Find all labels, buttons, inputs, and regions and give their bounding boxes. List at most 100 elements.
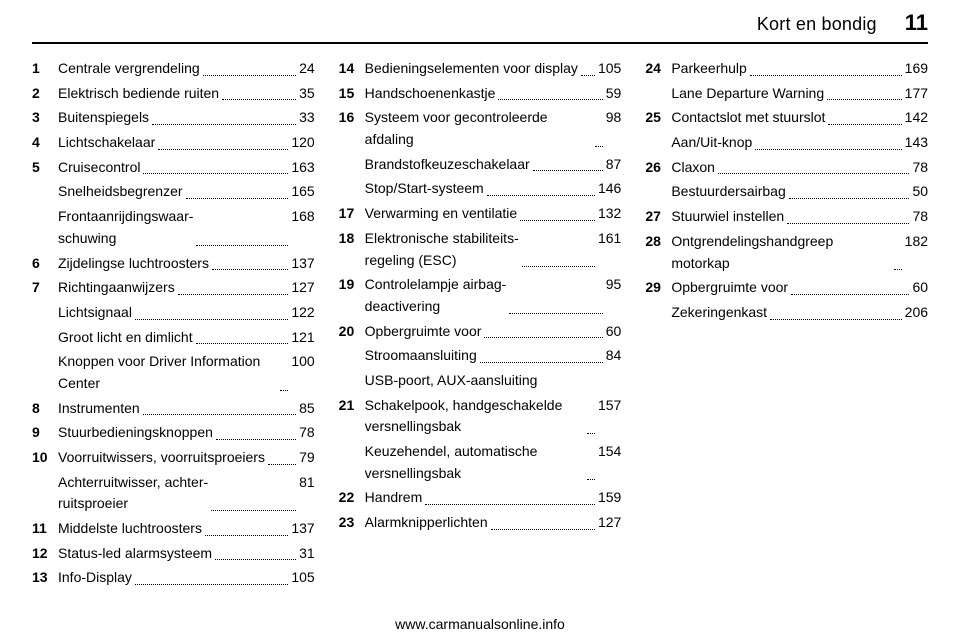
entry-label-wrap: Contactslot met stuurslot142 [671, 107, 928, 129]
entry-number: 19 [339, 274, 365, 296]
leader-dots [215, 549, 296, 560]
entry-page: 33 [299, 107, 315, 129]
entry-page: 142 [905, 107, 928, 129]
index-entry: 21Schakelpook, handgeschakelde versnelli… [339, 395, 622, 438]
page-number: 11 [905, 10, 928, 36]
entry-page: 100 [291, 351, 314, 373]
index-entry: 0Brandstofkeuzeschakelaar87 [339, 154, 622, 176]
entry-label: Knoppen voor Driver Information Center [58, 351, 277, 394]
index-entry: 3Buitenspiegels33 [32, 107, 315, 129]
entry-label-wrap: Stuurwiel instellen78 [671, 206, 928, 228]
entry-page: 95 [606, 274, 622, 296]
index-entry: 29Opbergruimte voor60 [645, 277, 928, 299]
entry-page: 84 [606, 345, 622, 367]
header-rule [32, 42, 928, 44]
index-columns: 1Centrale vergrendeling242Elektrisch bed… [32, 58, 928, 592]
entry-page: 177 [905, 83, 928, 105]
index-entry: 0Groot licht en dimlicht121 [32, 327, 315, 349]
entry-page: 122 [291, 302, 314, 324]
entry-label: Lane Departure Warning [671, 83, 824, 105]
index-entry: 26Claxon78 [645, 157, 928, 179]
entry-label: USB-poort, AUX-aansluiting [365, 370, 538, 392]
entry-label-wrap: Alarmknipperlichten127 [365, 512, 622, 534]
entry-label-wrap: Opbergruimte voor60 [671, 277, 928, 299]
entry-label: Instrumenten [58, 398, 140, 420]
entry-number: 24 [645, 58, 671, 80]
entry-label-wrap: Knoppen voor Driver Information Center 10… [58, 351, 315, 394]
index-entry: 7Richtingaanwijzers127 [32, 277, 315, 299]
entry-label-wrap: Richtingaanwijzers127 [58, 277, 315, 299]
footer-site: www.carmanualsonline.info [395, 616, 565, 632]
leader-dots [750, 65, 902, 76]
index-entry: 0Bestuurdersairbag50 [645, 181, 928, 203]
entry-label-wrap: Status-led alarmsysteem31 [58, 543, 315, 565]
entry-label-wrap: Buitenspiegels 33 [58, 107, 315, 129]
leader-dots [268, 454, 296, 465]
entry-label-wrap: Zekeringenkast206 [671, 302, 928, 324]
leader-dots [587, 469, 595, 480]
index-entry: 0USB-poort, AUX-aansluiting [339, 370, 622, 392]
entry-number: 4 [32, 132, 58, 154]
index-entry: 16Systeem voor gecontroleerde afdaling98 [339, 107, 622, 150]
entry-number: 2 [32, 83, 58, 105]
leader-dots [718, 163, 910, 174]
entry-label: Systeem voor gecontroleerde afdaling [365, 107, 592, 150]
entry-label: Bedieningselementen voor display [365, 58, 578, 80]
entry-page: 163 [291, 157, 314, 179]
entry-number: 21 [339, 395, 365, 417]
entry-label: Stroomaansluiting [365, 345, 477, 367]
leader-dots [203, 65, 296, 76]
leader-dots [787, 213, 909, 224]
entry-label-wrap: Verwarming en ventilatie132 [365, 203, 622, 225]
entry-label: Stuurbedieningsknoppen [58, 422, 213, 444]
entry-label-wrap: Keuzehendel, automatische versnellingsba… [365, 441, 622, 484]
entry-page: 24 [299, 58, 315, 80]
entry-number: 20 [339, 321, 365, 343]
entry-number: 16 [339, 107, 365, 129]
chapter-title: Kort en bondig [757, 14, 877, 35]
index-entry: 2Elektrisch bediende ruiten35 [32, 83, 315, 105]
leader-dots [216, 429, 296, 440]
entry-label: Cruisecontrol [58, 157, 140, 179]
leader-dots [770, 308, 902, 319]
index-column: 1Centrale vergrendeling242Elektrisch bed… [32, 58, 315, 592]
entry-page: 31 [299, 543, 315, 565]
index-entry: 23Alarmknipperlichten127 [339, 512, 622, 534]
leader-dots [520, 210, 595, 221]
entry-label-wrap: Achterruitwisser, achter-ruitsproeier81 [58, 472, 315, 515]
index-entry: 0Stroomaansluiting84 [339, 345, 622, 367]
entry-label-wrap: Lichtschakelaar120 [58, 132, 315, 154]
entry-page: 121 [291, 327, 314, 349]
entry-number: 15 [339, 83, 365, 105]
entry-page: 60 [912, 277, 928, 299]
entry-label-wrap: Bestuurdersairbag50 [671, 181, 928, 203]
entry-label: Claxon [671, 157, 715, 179]
entry-page: 50 [912, 181, 928, 203]
leader-dots [152, 114, 296, 125]
leader-dots [533, 160, 603, 171]
entry-number: 9 [32, 422, 58, 444]
index-entry: 20Opbergruimte voor60 [339, 321, 622, 343]
leader-dots [158, 139, 288, 150]
entry-label: Buitenspiegels [58, 107, 149, 129]
leader-dots [894, 259, 902, 270]
index-entry: 15Handschoenenkastje59 [339, 83, 622, 105]
entry-page: 206 [905, 302, 928, 324]
entry-label: Stuurwiel instellen [671, 206, 784, 228]
entry-page: 161 [598, 228, 621, 250]
index-entry: 0Frontaanrijdingswaar-schuwing168 [32, 206, 315, 249]
leader-dots [498, 89, 602, 100]
entry-page: 87 [606, 154, 622, 176]
entry-page: 127 [291, 277, 314, 299]
entry-number: 13 [32, 567, 58, 589]
entry-page: 78 [299, 422, 315, 444]
entry-label: Lichtsignaal [58, 302, 132, 324]
entry-label: Zijdelingse luchtroosters [58, 253, 209, 275]
entry-page: 168 [291, 206, 314, 228]
index-entry: 27Stuurwiel instellen78 [645, 206, 928, 228]
leader-dots [196, 234, 288, 245]
entry-label-wrap: Brandstofkeuzeschakelaar87 [365, 154, 622, 176]
entry-number: 5 [32, 157, 58, 179]
entry-page: 127 [598, 512, 621, 534]
entry-label: Handrem [365, 487, 423, 509]
